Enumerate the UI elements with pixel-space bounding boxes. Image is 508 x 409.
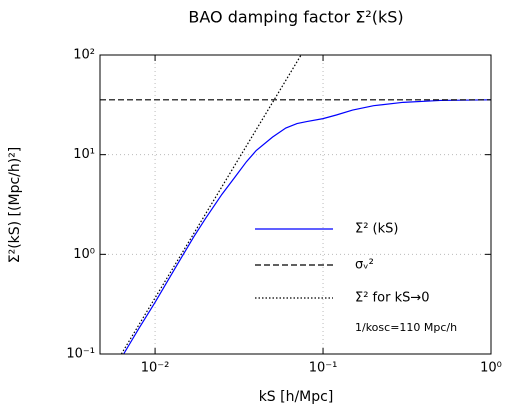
legend-label: Σ² for kS→0 bbox=[355, 291, 430, 306]
chart-title: BAO damping factor Σ²(kS) bbox=[188, 8, 403, 27]
x-axis-label: kS [h/Mpc] bbox=[259, 389, 334, 405]
y-axis-label: Σ²(kS) [(Mpc/h)²] bbox=[7, 147, 23, 264]
line bbox=[123, 99, 491, 354]
x-tick-label: 10⁻¹ bbox=[309, 361, 338, 376]
y-tick-label: 10² bbox=[73, 48, 95, 63]
x-tick-label: 10⁰ bbox=[480, 361, 502, 376]
legend-label: Σ² (kS) bbox=[355, 222, 398, 237]
y-tick-label: 10⁰ bbox=[73, 247, 95, 262]
plot-frame bbox=[99, 54, 492, 355]
y-tick-label: 10¹ bbox=[73, 147, 95, 162]
x-tick-label: 10⁻² bbox=[141, 361, 170, 376]
y-tick-label: 10⁻¹ bbox=[66, 347, 95, 362]
line bbox=[120, 55, 302, 354]
annotation: 1/kosc=110 Mpc/h bbox=[355, 321, 457, 334]
legend-label: σᵥ² bbox=[355, 258, 374, 273]
